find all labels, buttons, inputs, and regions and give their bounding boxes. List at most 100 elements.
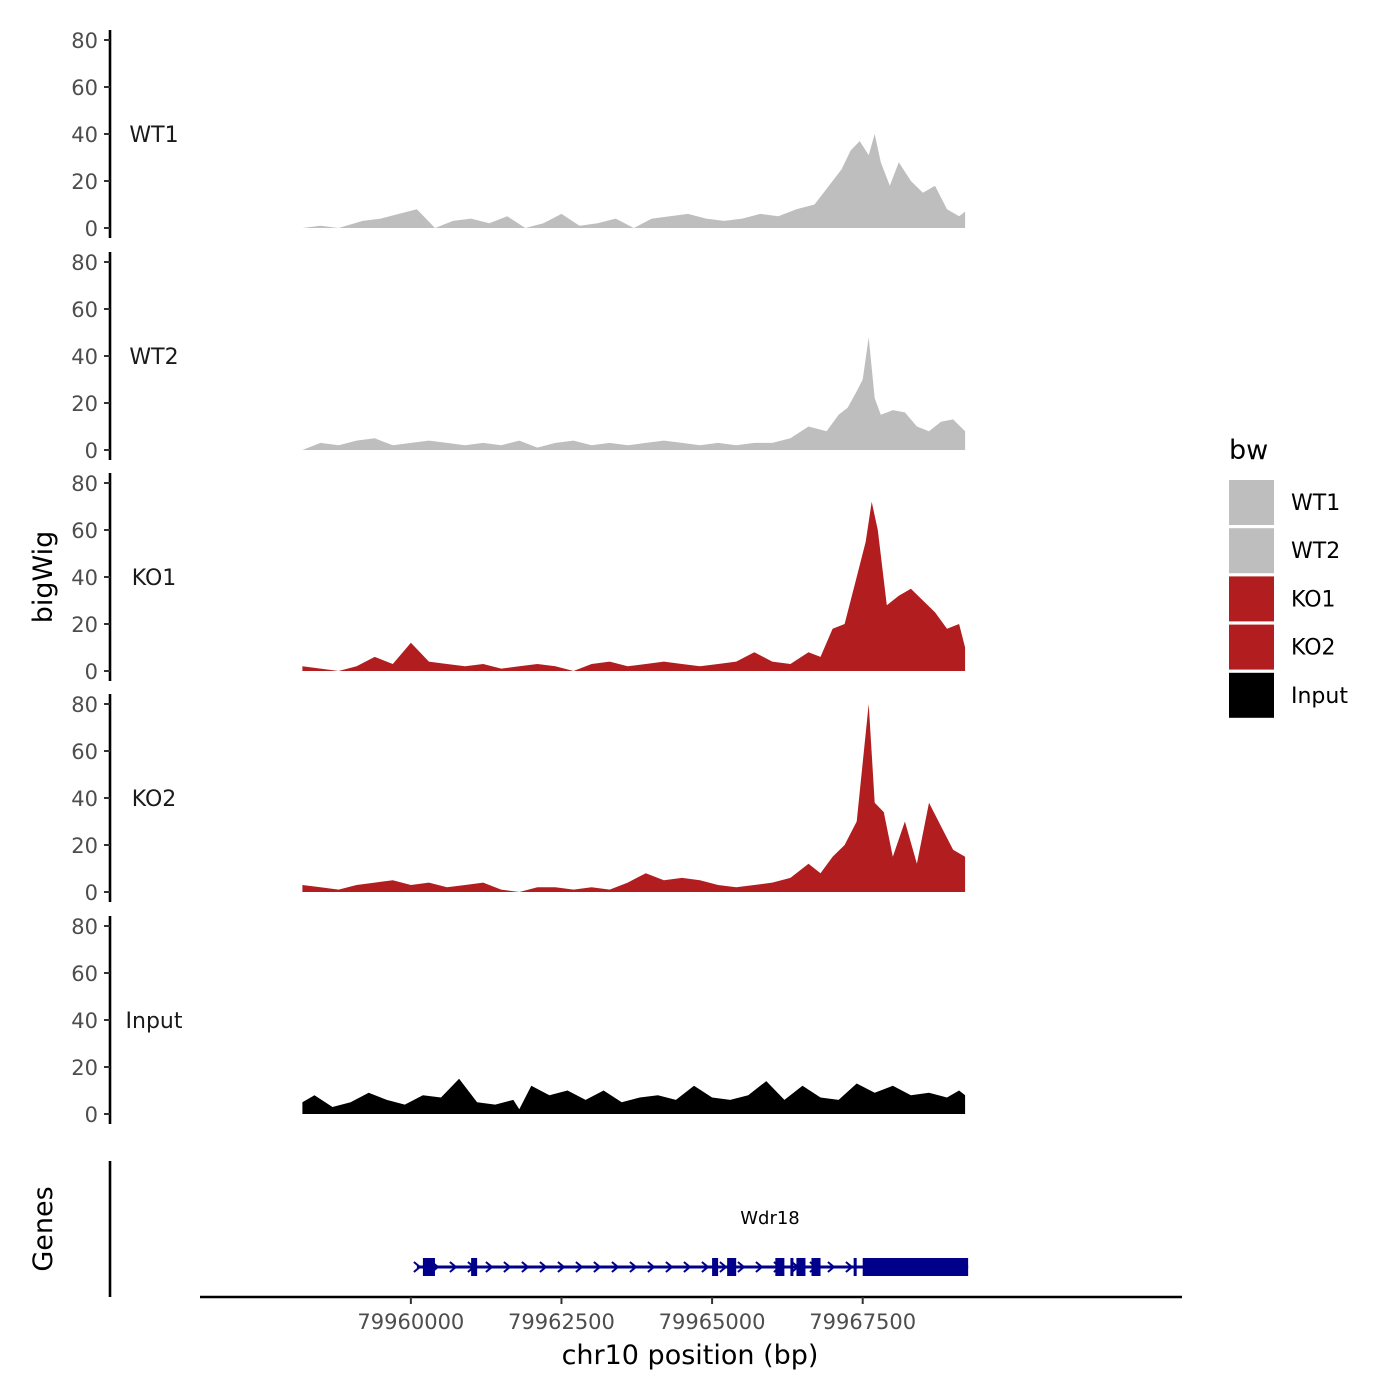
area-wt2 — [302, 337, 966, 450]
track-panel-ko1: 0 20 40 60 80 KO1 — [71, 472, 966, 684]
legend-swatch — [1229, 528, 1274, 574]
legend-label: Input — [1291, 684, 1348, 709]
x-axis: 79960000 79962500 79965000 79967500 — [200, 1295, 1182, 1334]
strand-arrow — [683, 1261, 692, 1273]
y-tick-label: 80 — [71, 29, 98, 53]
x-axis-title: chr10 position (bp) — [562, 1340, 819, 1371]
strand-arrow — [629, 1261, 638, 1273]
y-tick-label: 60 — [71, 76, 98, 100]
x-tick-label: 79960000 — [357, 1310, 464, 1334]
y-tick-label: 40 — [71, 787, 98, 811]
y-tick-label: 0 — [85, 217, 98, 241]
legend-swatch — [1229, 480, 1274, 525]
genes-axis-title: Genes — [28, 1186, 59, 1271]
gene-exon — [727, 1258, 737, 1276]
gene-exon — [422, 1258, 435, 1276]
legend-label: WT2 — [1291, 539, 1340, 564]
gene-exon — [853, 1258, 857, 1276]
track-panel-ko2: 0 20 40 60 80 KO2 — [71, 693, 966, 905]
strand-arrow — [539, 1261, 548, 1273]
legend-item-ko2: KO2 — [1229, 624, 1336, 670]
legend-item-wt2: WT2 — [1229, 528, 1340, 574]
strand-arrow — [449, 1261, 458, 1273]
y-tick-label: 40 — [71, 345, 98, 369]
y-tick-label: 0 — [85, 881, 98, 905]
strand-arrow — [845, 1261, 854, 1273]
strand-arrow — [701, 1261, 710, 1273]
y-tick-label: 20 — [71, 170, 98, 194]
legend-swatch — [1229, 672, 1274, 718]
strand-arrow — [827, 1261, 836, 1273]
y-tick-label: 20 — [71, 613, 98, 637]
legend-label: KO1 — [1291, 587, 1336, 612]
strand-arrow — [611, 1261, 620, 1273]
legend-swatch — [1229, 576, 1274, 622]
x-tick-label: 79967500 — [809, 1310, 916, 1334]
gene-exon — [790, 1258, 794, 1276]
y-axis-title: bigWig — [28, 531, 59, 624]
strand-arrow — [503, 1261, 512, 1273]
y-tick-label: 0 — [85, 1103, 98, 1127]
track-label-input: Input — [126, 1009, 183, 1034]
x-tick-label: 79962500 — [508, 1310, 615, 1334]
gene-exon — [712, 1258, 719, 1276]
y-tick-label: 20 — [71, 392, 98, 416]
strand-arrow — [755, 1261, 764, 1273]
y-tick-label: 80 — [71, 251, 98, 275]
track-panel-input: 0 20 40 60 80 Input — [71, 915, 966, 1127]
legend-title: bw — [1229, 435, 1268, 466]
gene-exon — [775, 1258, 785, 1276]
gene-exon — [811, 1258, 821, 1276]
track-label-ko2: KO2 — [132, 787, 177, 812]
gene-name: Wdr18 — [740, 1208, 800, 1229]
track-panel-wt2: 0 20 40 60 80 WT2 — [71, 251, 966, 463]
legend-item-ko1: KO1 — [1229, 576, 1336, 622]
gene-exon — [796, 1258, 806, 1276]
y-tick-label: 20 — [71, 834, 98, 858]
strand-arrow — [521, 1261, 530, 1273]
legend-items: WT1 WT2 KO1 KO2 Input — [1229, 480, 1348, 718]
y-tick-label: 80 — [71, 693, 98, 717]
strand-arrow — [575, 1261, 584, 1273]
y-tick-label: 0 — [85, 439, 98, 463]
area-ko2 — [302, 704, 966, 892]
track-label-ko1: KO1 — [132, 566, 177, 591]
strand-arrow — [413, 1261, 422, 1273]
strand-arrow — [593, 1261, 602, 1273]
y-tick-label: 40 — [71, 123, 98, 147]
strand-arrow — [665, 1261, 674, 1273]
area-wt1 — [302, 134, 966, 228]
strand-arrow — [647, 1261, 656, 1273]
y-tick-label: 80 — [71, 915, 98, 939]
legend-swatch — [1229, 624, 1274, 670]
y-tick-label: 80 — [71, 472, 98, 496]
track-label-wt2: WT2 — [129, 345, 178, 370]
legend-label: KO2 — [1291, 636, 1336, 661]
y-tick-label: 60 — [71, 962, 98, 986]
y-tick-label: 60 — [71, 298, 98, 322]
legend: bw WT1 WT2 KO1 KO2 Input — [1229, 435, 1348, 718]
gene-exon — [862, 1258, 969, 1276]
y-tick-label: 40 — [71, 566, 98, 590]
area-input — [302, 1078, 966, 1114]
strand-arrow — [485, 1261, 494, 1273]
genes-panel: Wdr18 — [108, 1161, 969, 1297]
y-tick-label: 20 — [71, 1056, 98, 1080]
gene-exon — [471, 1258, 478, 1276]
strand-arrow — [737, 1261, 746, 1273]
track-panel-wt1: 0 20 40 60 80 WT1 — [71, 29, 966, 241]
track-panels: 0 20 40 60 80 WT1 0 20 40 60 80 WT2 0 20 40 60 80 KO1 0 20 4… — [71, 29, 966, 1127]
legend-item-wt1: WT1 — [1229, 480, 1340, 525]
track-label-wt1: WT1 — [129, 123, 178, 148]
y-tick-label: 0 — [85, 660, 98, 684]
y-tick-label: 40 — [71, 1009, 98, 1033]
y-tick-label: 60 — [71, 740, 98, 764]
x-tick-label: 79965000 — [659, 1310, 766, 1334]
y-tick-label: 60 — [71, 519, 98, 543]
area-ko1 — [302, 501, 966, 671]
legend-label: WT1 — [1291, 491, 1340, 516]
strand-arrow — [557, 1261, 566, 1273]
legend-item-input: Input — [1229, 672, 1348, 718]
strand-arrow — [719, 1261, 728, 1273]
